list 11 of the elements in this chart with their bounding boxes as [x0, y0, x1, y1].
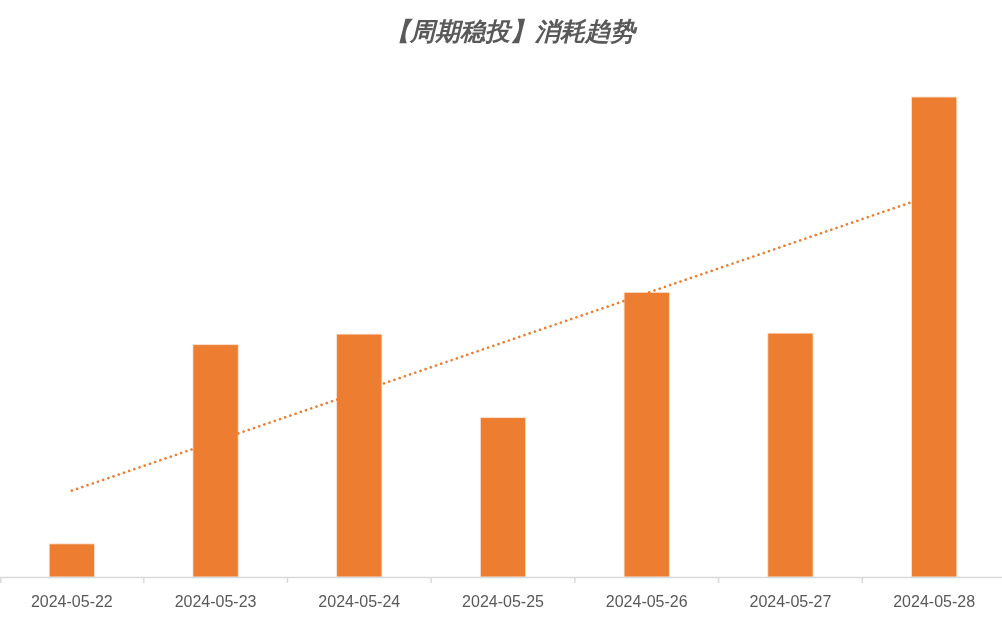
x-tick-label: 2024-05-22 [30, 593, 113, 610]
x-tick-label: 2024-05-25 [462, 593, 545, 610]
x-tick-label: 2024-05-27 [749, 593, 832, 610]
bar [479, 417, 527, 578]
x-tick-label: 2024-05-28 [893, 593, 976, 610]
bar [767, 332, 814, 578]
bar [48, 543, 95, 578]
x-tick-label: 2024-05-23 [174, 593, 257, 610]
x-tick-label: 2024-05-26 [605, 593, 688, 610]
chart-title: 【周期稳投】消耗趋势 [385, 17, 638, 45]
x-tick-label: 2024-05-24 [318, 593, 401, 610]
